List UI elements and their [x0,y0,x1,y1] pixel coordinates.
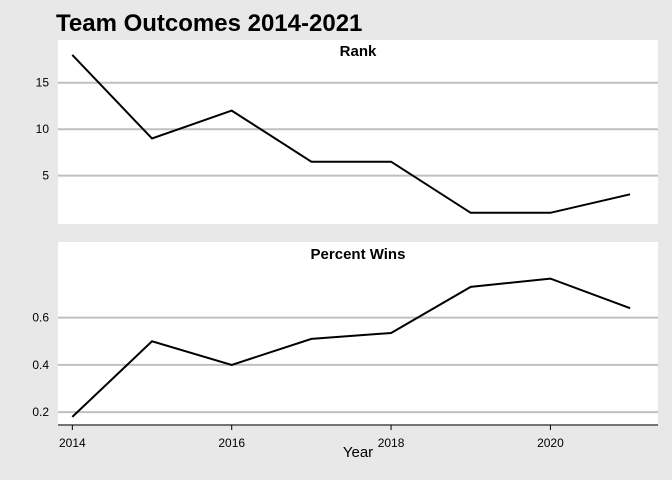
y-tick-label: 0.4 [32,358,49,372]
x-tick-label: 2020 [537,436,564,450]
y-tick-label: 10 [36,122,50,136]
y-tick-label: 15 [36,76,50,90]
x-axis-ticks: 2014 2016 2018 2020 [59,425,564,450]
y-tick-label: 5 [42,169,49,183]
x-axis-title: Year [343,444,373,461]
panel-rank-y-ticks: 5 10 15 [36,76,50,183]
x-tick-label: 2016 [218,436,245,450]
panel-rank-series-line [71,54,631,214]
panel-percent-wins-y-ticks: 0.2 0.4 0.6 [32,311,49,420]
panel-rank-gridlines [58,81,658,177]
chart-title: Team Outcomes 2014-2021 [56,10,362,37]
panel-percent-wins: Percent Wins 0.2 0.4 0.6 [32,242,658,424]
y-tick-label: 0.6 [32,311,49,325]
x-tick-label: 2018 [378,436,405,450]
panel-rank-strip-label: Rank [340,43,377,60]
panel-rank: Rank 5 10 15 [36,40,658,224]
panel-percent-wins-gridlines [58,316,658,414]
panel-percent-wins-strip-label: Percent Wins [311,246,406,263]
x-tick-label: 2014 [59,436,86,450]
panel-rank-background [58,40,658,224]
y-tick-label: 0.2 [32,405,49,419]
panel-percent-wins-background [58,242,658,424]
panel-percent-wins-series-line [71,277,631,418]
